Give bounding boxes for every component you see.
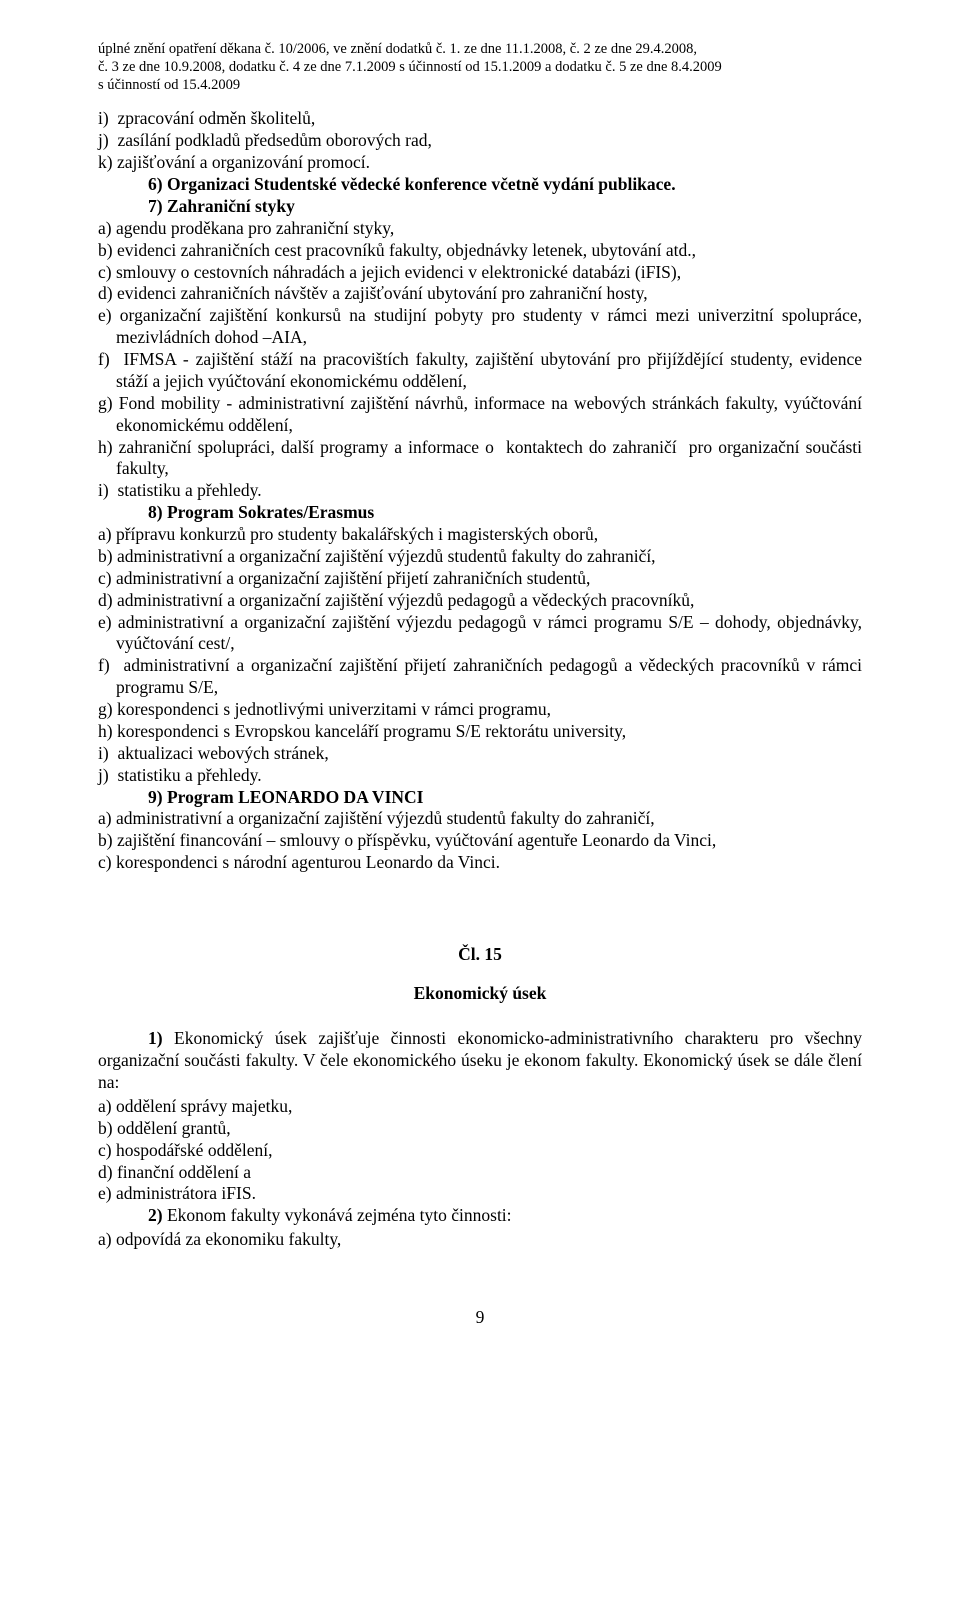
section-8-label: 8) Program Sokrates/Erasmus (148, 502, 374, 522)
art15-d: d) finanční oddělení a (98, 1162, 862, 1184)
sec7-f: f) IFMSA - zajištění stáží na pracoviští… (98, 349, 862, 393)
page-number: 9 (98, 1307, 862, 1329)
section-8-head: 8) Program Sokrates/Erasmus (98, 502, 862, 524)
sec8-f: f) administrativní a organizační zajiště… (98, 655, 862, 699)
item-k: k) zajišťování a organizování promocí. (98, 152, 862, 174)
section-6-label: 6) Organizaci Studentské vědecké konfere… (148, 174, 676, 194)
item-j: j) zasílání podkladů předsedům oborových… (98, 130, 862, 152)
section-9-head: 9) Program LEONARDO DA VINCI (98, 787, 862, 809)
sec7-b: b) evidenci zahraničních cest pracovníků… (98, 240, 862, 262)
sec7-d: d) evidenci zahraničních návštěv a zajiš… (98, 283, 862, 305)
sec9-a: a) administrativní a organizační zajiště… (98, 808, 862, 830)
sec8-j: j) statistiku a přehledy. (98, 765, 862, 787)
article-15-para-2: 2) Ekonom fakulty vykonává zejména tyto … (98, 1205, 862, 1227)
article-15-para-2-text: Ekonom fakulty vykonává zejména tyto čin… (163, 1205, 512, 1225)
article-15-title: Ekonomický úsek (98, 983, 862, 1005)
section-7-label: 7) Zahraniční styky (148, 196, 295, 216)
header-lines: úplné znění opatření děkana č. 10/2006, … (98, 40, 862, 94)
article-15-number: Čl. 15 (98, 944, 862, 966)
article-15-para-1-lead: 1) (148, 1028, 163, 1048)
sec8-g: g) korespondenci s jednotlivými univerzi… (98, 699, 862, 721)
sec8-h: h) korespondenci s Evropskou kanceláří p… (98, 721, 862, 743)
sec7-c: c) smlouvy o cestovních náhradách a jeji… (98, 262, 862, 284)
header-line-1: úplné znění opatření děkana č. 10/2006, … (98, 40, 862, 58)
section-7-head: 7) Zahraniční styky (98, 196, 862, 218)
section-6-head: 6) Organizaci Studentské vědecké konfere… (98, 174, 862, 196)
sec9-c: c) korespondenci s národní agenturou Leo… (98, 852, 862, 874)
sec9-b: b) zajištění financování – smlouvy o pří… (98, 830, 862, 852)
sec8-i: i) aktualizaci webových stránek, (98, 743, 862, 765)
sec7-e: e) organizační zajištění konkursů na stu… (98, 305, 862, 349)
art15-b: b) oddělení grantů, (98, 1118, 862, 1140)
art15-a: a) oddělení správy majetku, (98, 1096, 862, 1118)
sec8-b: b) administrativní a organizační zajiště… (98, 546, 862, 568)
header-line-3: s účinností od 15.4.2009 (98, 76, 862, 94)
sec7-h: h) zahraniční spolupráci, další programy… (98, 437, 862, 481)
art15-c: c) hospodářské oddělení, (98, 1140, 862, 1162)
art15-2a: a) odpovídá za ekonomiku fakulty, (98, 1229, 862, 1251)
sec8-e: e) administrativní a organizační zajiště… (98, 612, 862, 656)
art15-e: e) administrátora iFIS. (98, 1183, 862, 1205)
sec7-a: a) agendu proděkana pro zahraniční styky… (98, 218, 862, 240)
article-15-para-1-text: Ekonomický úsek zajišťuje činnosti ekono… (98, 1028, 862, 1092)
article-15-para-1: 1) Ekonomický úsek zajišťuje činnosti ek… (98, 1028, 862, 1094)
sec7-i: i) statistiku a přehledy. (98, 480, 862, 502)
header-line-2: č. 3 ze dne 10.9.2008, dodatku č. 4 ze d… (98, 58, 862, 76)
sec7-g: g) Fond mobility - administrativní zajiš… (98, 393, 862, 437)
item-i: i) zpracování odměn školitelů, (98, 108, 862, 130)
sec8-a: a) přípravu konkurzů pro studenty bakalá… (98, 524, 862, 546)
section-9-label: 9) Program LEONARDO DA VINCI (148, 787, 423, 807)
sec8-c: c) administrativní a organizační zajiště… (98, 568, 862, 590)
sec8-d: d) administrativní a organizační zajiště… (98, 590, 862, 612)
article-15-para-2-lead: 2) (148, 1205, 163, 1225)
